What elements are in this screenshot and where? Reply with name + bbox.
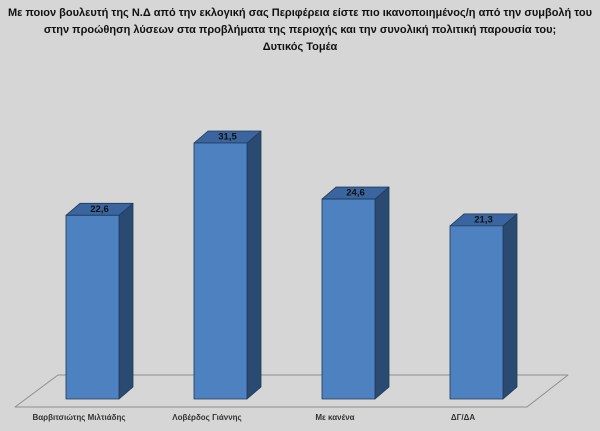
bar-value-label: 31,5 [218, 131, 237, 142]
category-label: Λοβέρδος Γιάννης [172, 413, 241, 422]
bar-side-face [246, 130, 262, 400]
chart-title-line1: Με ποιον βουλευτή της Ν.Δ από την εκλογι… [7, 7, 593, 19]
bar-side-face [374, 186, 390, 400]
bar-value-label: 21,3 [474, 214, 493, 225]
category-label: Με κανένα [315, 413, 354, 422]
bar-front-face [65, 214, 120, 400]
bar-front-face [321, 198, 376, 400]
bar-side-face [502, 213, 518, 400]
category-label: Βαρβιτσιώτης Μιλτιάδης [32, 413, 125, 422]
chart-subtitle: Δυτικός Τομέα [262, 41, 338, 53]
bar-front-face [449, 225, 504, 400]
bar-side-face [118, 202, 134, 400]
chart-title-line2: στην προώθηση λύσεων στα προβλήματα της … [43, 24, 557, 36]
bar-value-label: 24,6 [346, 188, 365, 199]
category-label: ΔΓ/ΔΑ [451, 413, 476, 422]
chart-title: Με ποιον βουλευτή της Ν.Δ από την εκλογι… [0, 5, 600, 56]
bar-value-label: 22,6 [90, 204, 109, 215]
bar-front-face [193, 142, 248, 400]
chart-floor [14, 374, 569, 408]
